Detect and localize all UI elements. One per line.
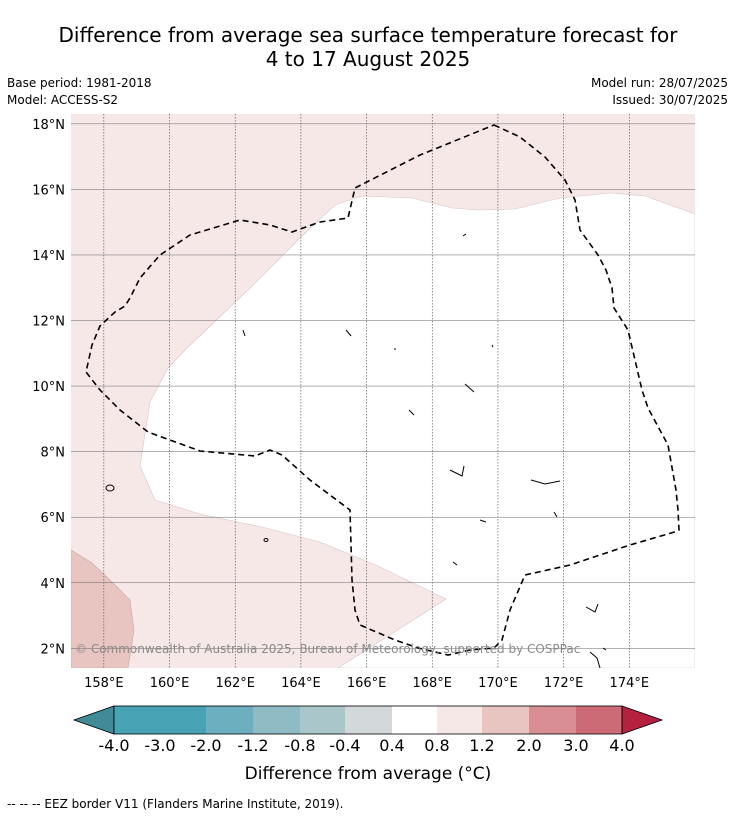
lat-tick-label: 2°N (41, 642, 66, 657)
chart-title-line2: 4 to 17 August 2025 (265, 47, 471, 71)
colorbar-segment (392, 706, 437, 734)
colorbar-tick-label: -2.0 (190, 736, 222, 755)
colorbar-tick-label: 1.2 (469, 736, 495, 755)
model-run-label: Model run: 28/07/2025 (590, 76, 728, 90)
colorbar-frame (113, 705, 623, 735)
issued-label: Issued: 30/07/2025 (612, 93, 728, 107)
colorbar-tick-label: 3.0 (563, 736, 589, 755)
colorbar-tick-label: 0.4 (379, 736, 405, 755)
lat-tick-label: 8°N (41, 446, 66, 461)
colorbar-tick-label: -0.8 (284, 736, 316, 755)
colorbar-tick-label: 2.0 (516, 736, 542, 755)
colorbar-extend-low (72, 705, 115, 735)
colorbar-tick-label: -3.0 (144, 736, 176, 755)
colorbar-segment (482, 706, 529, 734)
eez-legend-note: -- -- -- EEZ border V11 (Flanders Marine… (7, 797, 344, 811)
colorbar-segment (576, 706, 622, 734)
lat-tick-label: 16°N (32, 183, 65, 198)
lat-tick-label: 4°N (41, 577, 66, 592)
chart-title-line1: Difference from average sea surface temp… (58, 23, 678, 47)
colorbar-segment (300, 706, 345, 734)
lon-tick-label: 158°E (84, 676, 124, 691)
latitude-axis: 2°N 4°N 6°N 8°N 10°N 12°N 14°N 16°N 18°N (32, 118, 65, 657)
colorbar-tick-label: -0.4 (329, 736, 361, 755)
longitude-axis: 158°E 160°E 162°E 164°E 166°E 168°E 170°E 172°E… (84, 676, 649, 691)
colorbar (72, 705, 664, 735)
colorbar-tick-label: 0.8 (424, 736, 450, 755)
model-label: Model: ACCESS-S2 (7, 93, 119, 107)
lon-tick-label: 170°E (478, 676, 518, 691)
colorbar-tick-label: 4.0 (609, 736, 635, 755)
lon-tick-label: 172°E (544, 676, 584, 691)
colorbar-tick-label: -4.0 (98, 736, 130, 755)
colorbar-title: Difference from average (°C) (244, 764, 492, 784)
lon-tick-label: 166°E (347, 676, 387, 691)
lat-tick-label: 10°N (32, 380, 65, 395)
neutral-anomaly-region (139, 192, 695, 668)
colorbar-segment (253, 706, 300, 734)
map-gridlines (71, 114, 695, 668)
lat-tick-label: 14°N (32, 249, 65, 264)
lon-tick-label: 174°E (610, 676, 650, 691)
colorbar-tick-label: -1.2 (237, 736, 269, 755)
lat-tick-label: 6°N (41, 511, 66, 526)
island-outlines (105, 233, 607, 668)
colorbar-extend-high (621, 705, 664, 735)
base-period-label: Base period: 1981-2018 (7, 76, 152, 90)
colorbar-segment (529, 706, 576, 734)
colorbar-segment (437, 706, 482, 734)
lon-tick-label: 160°E (150, 676, 190, 691)
lon-tick-label: 162°E (215, 676, 255, 691)
warm-anomaly-patch (71, 549, 135, 668)
colorbar-segment (345, 706, 392, 734)
eez-border (85, 124, 680, 656)
lat-tick-label: 18°N (32, 118, 65, 133)
copyright-notice: © Commonwealth of Australia 2025, Bureau… (75, 642, 580, 656)
colorbar-segment (206, 706, 253, 734)
colorbar-segment (114, 706, 206, 734)
lat-tick-label: 12°N (32, 315, 65, 330)
lon-tick-label: 164°E (281, 676, 321, 691)
lon-tick-label: 168°E (412, 676, 452, 691)
